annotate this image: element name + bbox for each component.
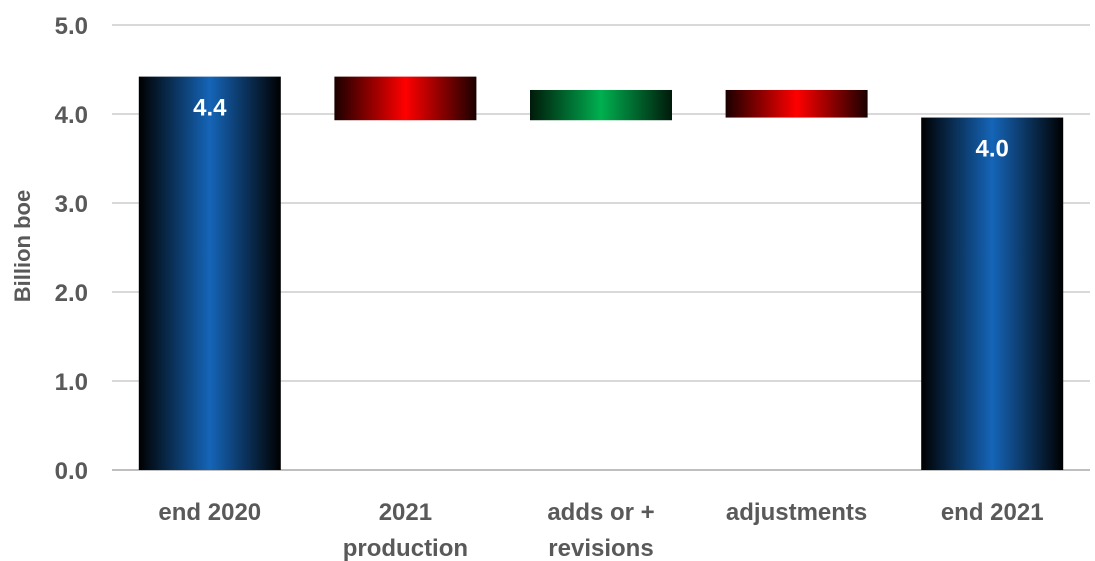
bars <box>138 76 1064 471</box>
x-category-label: adds or + <box>547 499 654 526</box>
x-category-label: production <box>343 535 468 561</box>
y-tick-label: 0.0 <box>55 458 88 485</box>
x-category-label: adjustments <box>726 499 867 526</box>
bar-total <box>138 76 281 471</box>
x-category-label: 2021 <box>379 499 432 526</box>
data-labels: 4.4 4.0 <box>193 95 1009 163</box>
y-tick-label: 1.0 <box>55 369 88 396</box>
x-axis-categories: end 2020 2021 production adds or + revisions… <box>158 499 1043 561</box>
bar-increase <box>530 89 672 121</box>
bar-decrease <box>334 76 477 121</box>
y-tick-label: 4.0 <box>55 102 88 129</box>
y-tick-label: 3.0 <box>55 191 88 218</box>
x-category-label: end 2020 <box>158 499 261 526</box>
data-label: 4.4 <box>193 95 227 122</box>
y-axis-label: Billion boe <box>10 190 35 302</box>
x-category-label: end 2021 <box>941 499 1044 526</box>
bar-decrease <box>725 89 868 118</box>
y-tick-label: 5.0 <box>55 13 88 40</box>
y-axis-ticks: 0.0 1.0 2.0 3.0 4.0 5.0 <box>55 13 88 485</box>
bar-total <box>921 117 1064 470</box>
x-category-label: revisions <box>548 535 653 561</box>
data-label: 4.0 <box>976 136 1009 163</box>
y-tick-label: 2.0 <box>55 280 88 307</box>
